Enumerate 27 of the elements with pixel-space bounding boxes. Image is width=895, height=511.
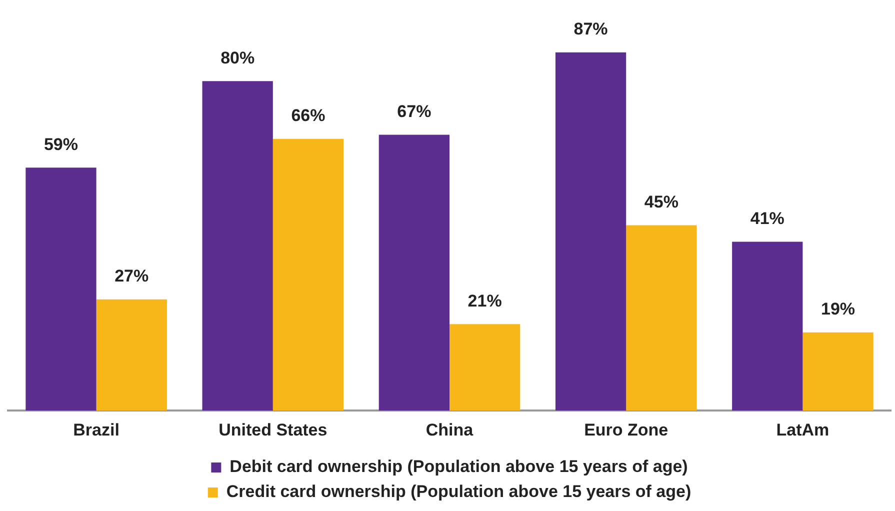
data-label: 21%: [468, 291, 502, 310]
x-tick-label: China: [426, 420, 474, 440]
bar: [202, 81, 273, 411]
bar: [555, 52, 626, 411]
data-label: 59%: [44, 134, 78, 154]
data-label: 27%: [114, 266, 149, 286]
x-tick-label: Brazil: [73, 420, 120, 440]
data-label: 87%: [574, 20, 608, 39]
bar: [802, 332, 874, 411]
data-label: 41%: [750, 208, 784, 228]
bar: [732, 242, 803, 411]
bar: [96, 299, 167, 411]
bar: [272, 138, 344, 411]
bar: [626, 225, 697, 411]
x-tick-label: Euro Zone: [584, 420, 668, 440]
data-label: 19%: [821, 300, 856, 319]
bar: [378, 134, 450, 411]
data-label: 66%: [291, 106, 326, 126]
legend-label: Credit card ownership (Population above 15 years of age): [226, 482, 692, 502]
x-tick-label: United States: [218, 420, 328, 440]
data-label: 67%: [397, 102, 432, 121]
bar: [450, 324, 520, 411]
data-label: 80%: [220, 48, 255, 68]
bar: [26, 168, 96, 411]
x-tick-label: LatAm: [776, 420, 830, 440]
data-label: 45%: [644, 192, 678, 212]
legend-label: Debit card ownership (Population above 15 years of age): [230, 457, 688, 476]
